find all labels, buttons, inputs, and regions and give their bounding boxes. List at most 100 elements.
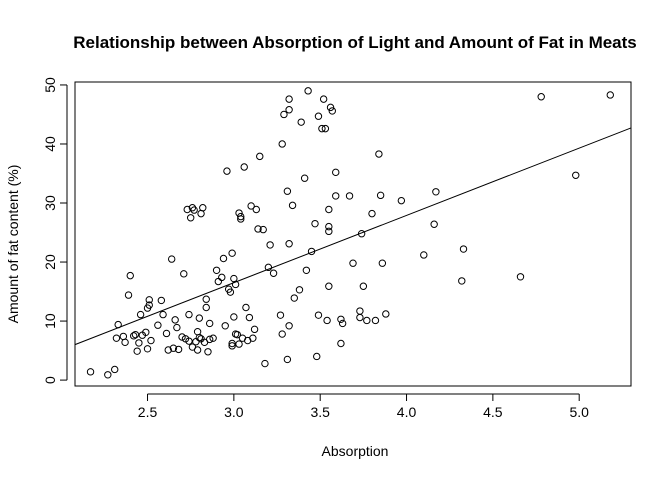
data-point xyxy=(319,95,328,103)
data-point xyxy=(173,323,181,332)
data-point xyxy=(337,339,345,348)
data-point xyxy=(397,196,406,205)
data-point xyxy=(180,270,188,278)
data-point xyxy=(378,259,387,267)
data-point xyxy=(171,316,179,324)
data-point xyxy=(145,301,153,309)
plot-frame xyxy=(74,81,632,387)
data-point xyxy=(209,334,217,342)
data-point xyxy=(219,254,228,263)
data-point xyxy=(124,291,133,299)
data-point xyxy=(300,174,309,182)
data-point xyxy=(516,273,525,281)
x-tick-label: 4.0 xyxy=(397,404,417,420)
x-tick-label: 3.5 xyxy=(310,404,330,420)
data-point xyxy=(323,316,331,325)
data-point xyxy=(328,107,336,115)
data-point xyxy=(193,346,202,354)
y-tick-label: 40 xyxy=(42,136,58,152)
data-point xyxy=(572,171,580,179)
data-point xyxy=(458,277,466,285)
data-point xyxy=(285,240,293,248)
data-point xyxy=(169,344,178,352)
data-point xyxy=(86,368,95,376)
data-point xyxy=(205,335,214,344)
chart-title: Relationship between Absorption of Light… xyxy=(73,33,637,52)
data-point xyxy=(221,322,229,330)
data-point xyxy=(154,321,162,329)
data-point xyxy=(167,255,176,263)
data-point xyxy=(237,212,245,221)
data-point xyxy=(157,296,166,305)
data-point xyxy=(135,339,143,347)
x-tick-label: 5.0 xyxy=(569,404,589,420)
data-point xyxy=(205,319,214,328)
data-point xyxy=(126,271,134,280)
data-point xyxy=(226,288,235,296)
data-point xyxy=(606,91,614,99)
data-point xyxy=(259,225,267,234)
data-point xyxy=(195,333,204,342)
data-point xyxy=(136,310,145,319)
data-point xyxy=(326,103,335,112)
data-point xyxy=(147,336,155,345)
data-point xyxy=(133,347,141,355)
data-point xyxy=(363,316,371,325)
data-point xyxy=(252,205,261,214)
data-point xyxy=(159,310,167,319)
y-axis-label: Amount of fat content (%) xyxy=(5,165,21,324)
data-point xyxy=(223,167,231,175)
data-point xyxy=(283,187,292,195)
data-point xyxy=(142,328,150,336)
data-point xyxy=(185,310,193,319)
data-point xyxy=(230,313,238,321)
data-point xyxy=(359,282,368,290)
data-point xyxy=(325,205,333,214)
data-point xyxy=(214,277,223,286)
data-point xyxy=(349,259,357,267)
data-point xyxy=(302,266,311,275)
data-point xyxy=(218,273,226,282)
y-tick-label: 50 xyxy=(42,77,58,93)
data-point xyxy=(430,220,438,228)
y-axis: 0 10 20 30 40 50 xyxy=(42,77,68,384)
data-point xyxy=(250,325,259,334)
data-point xyxy=(228,249,236,257)
x-tick-label: 2.5 xyxy=(138,404,158,420)
data-point xyxy=(276,311,285,319)
x-axis: 2.5 3.0 3.5 4.0 4.5 5.0 xyxy=(138,393,589,420)
data-point xyxy=(321,124,330,133)
data-point xyxy=(278,140,286,148)
data-point xyxy=(202,303,210,312)
data-point xyxy=(228,339,236,348)
data-point xyxy=(145,296,153,304)
data-point xyxy=(371,316,380,325)
data-point xyxy=(368,209,376,218)
data-point xyxy=(376,191,385,200)
data-point xyxy=(249,334,257,342)
data-point xyxy=(318,124,326,133)
data-point xyxy=(254,225,262,233)
data-point xyxy=(266,241,274,249)
data-point xyxy=(314,112,323,120)
data-point xyxy=(240,163,248,171)
data-point xyxy=(459,245,468,253)
data-point xyxy=(112,334,121,342)
data-point xyxy=(332,192,340,200)
data-point xyxy=(285,322,293,330)
data-point xyxy=(245,313,254,322)
data-point xyxy=(183,205,191,214)
y-tick-label: 20 xyxy=(42,254,58,270)
data-point xyxy=(237,215,245,223)
data-point xyxy=(199,204,207,212)
x-axis-label: Absorption xyxy=(322,443,389,459)
data-point xyxy=(313,352,321,361)
data-point xyxy=(432,188,440,196)
data-point xyxy=(130,332,138,340)
data-point xyxy=(233,330,242,339)
data-point xyxy=(304,87,312,95)
data-point xyxy=(228,342,236,350)
data-point xyxy=(311,219,319,228)
data-point xyxy=(420,251,428,259)
